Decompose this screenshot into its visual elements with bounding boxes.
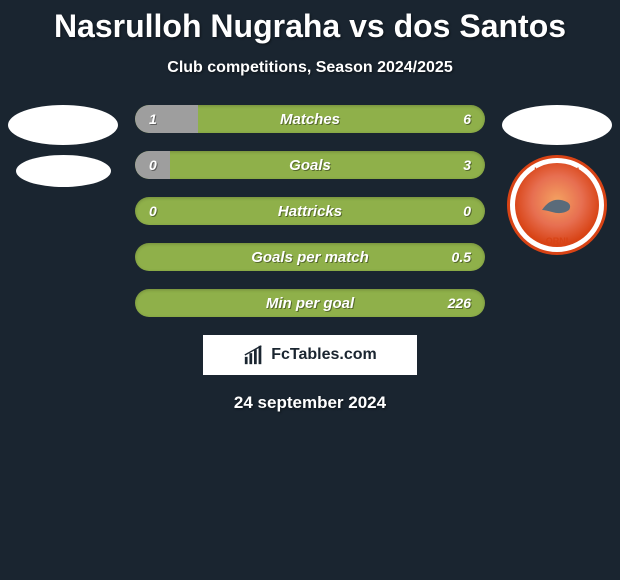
comparison-card: Nasrulloh Nugraha vs dos Santos Club com… <box>0 0 620 413</box>
branding-badge: FcTables.com <box>203 335 417 375</box>
stat-label: Goals <box>289 157 331 174</box>
player-avatar-left-1 <box>8 105 118 145</box>
stat-bar-left-fill <box>135 105 198 133</box>
stat-label: Matches <box>280 111 340 128</box>
content-row: 1 Matches 6 0 Goals 3 0 Hattricks 0 <box>0 105 620 317</box>
logo-text-bottom: ORNI <box>546 236 569 246</box>
stat-value-right: 3 <box>463 157 471 173</box>
dolphin-icon <box>537 190 577 220</box>
logo-inner-graphic <box>515 163 600 248</box>
stat-value-right: 226 <box>448 295 471 311</box>
branding-text: FcTables.com <box>271 346 377 364</box>
stat-value-right: 6 <box>463 111 471 127</box>
player-avatar-right <box>502 105 612 145</box>
stat-value-right: 0 <box>463 203 471 219</box>
stat-value-left: 1 <box>149 111 157 127</box>
chart-icon <box>243 344 265 366</box>
stat-row-goals: 0 Goals 3 <box>135 151 485 179</box>
stat-label: Goals per match <box>251 249 369 266</box>
stats-column: 1 Matches 6 0 Goals 3 0 Hattricks 0 <box>135 105 485 317</box>
stat-row-hattricks: 0 Hattricks 0 <box>135 197 485 225</box>
player-avatar-left-2 <box>16 155 111 187</box>
stat-row-goals-per-match: Goals per match 0.5 <box>135 243 485 271</box>
stat-row-min-per-goal: Min per goal 226 <box>135 289 485 317</box>
page-title: Nasrulloh Nugraha vs dos Santos <box>54 8 566 45</box>
right-player-col: USAMANI ORNI <box>497 105 617 255</box>
stat-label: Min per goal <box>266 295 354 312</box>
stat-value-left: 0 <box>149 157 157 173</box>
stat-value-left: 0 <box>149 203 157 219</box>
stat-row-matches: 1 Matches 6 <box>135 105 485 133</box>
team-logo-right: USAMANI ORNI <box>507 155 607 255</box>
stat-value-right: 0.5 <box>452 249 471 265</box>
left-player-col <box>3 105 123 187</box>
stat-label: Hattricks <box>278 203 342 220</box>
subtitle: Club competitions, Season 2024/2025 <box>167 59 452 77</box>
date-text: 24 september 2024 <box>234 393 386 413</box>
